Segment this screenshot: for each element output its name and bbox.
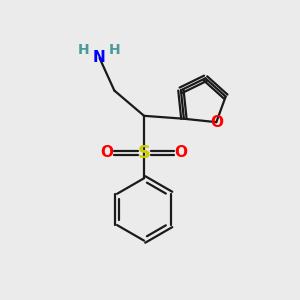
Text: O: O [175,146,188,160]
Text: N: N [93,50,106,65]
Text: O: O [100,146,113,160]
Text: H: H [78,44,90,57]
Text: O: O [210,115,223,130]
Text: H: H [109,44,121,57]
Text: S: S [138,144,151,162]
